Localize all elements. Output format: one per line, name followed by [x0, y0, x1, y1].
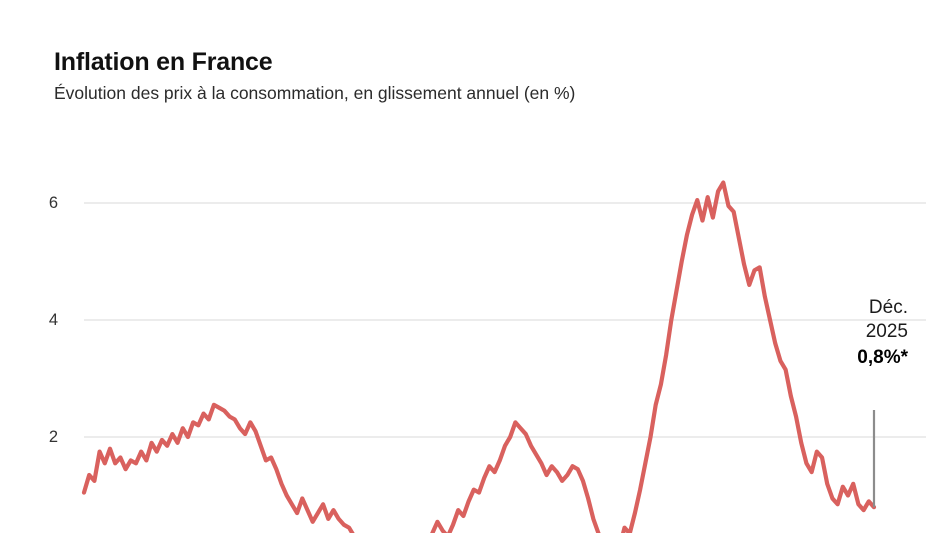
annotation-period-month: Déc.: [868, 297, 908, 318]
inflation-line: [81, 180, 877, 533]
gridline-group: [84, 202, 926, 438]
data-series-group: [81, 180, 877, 533]
last-value-annotation: Déc. 2025 0,8%*: [768, 296, 908, 370]
y-axis-tick-label: 6: [48, 194, 58, 212]
chart-header: Inflation en France Évolution des prix à…: [54, 48, 914, 105]
annotation-value: 0,8%*: [857, 347, 908, 369]
annotation-period-year: 2025: [865, 321, 908, 343]
y-axis-tick-label: 4: [48, 311, 58, 329]
chart-subtitle: Évolution des prix à la consommation, en…: [54, 83, 576, 103]
page-title: Inflation en France: [54, 48, 273, 76]
y-axis-tick-label: 2: [48, 428, 58, 446]
